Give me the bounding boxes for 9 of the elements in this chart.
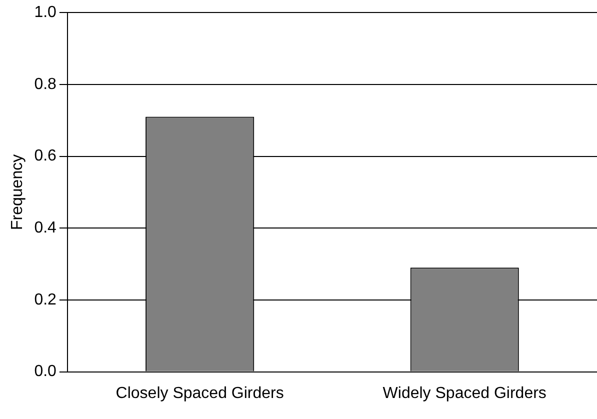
y-tick-label: 0.4	[34, 220, 57, 237]
y-tick-label: 0.2	[34, 291, 57, 308]
y-tick-label: 0.0	[34, 363, 57, 380]
x-tick-label: Closely Spaced Girders	[116, 384, 284, 402]
y-tick-label: 0.6	[34, 148, 57, 165]
y-axis-title: Frequency	[9, 154, 26, 230]
y-tick-label: 0.8	[34, 76, 57, 93]
y-tick-label: 1.0	[34, 4, 57, 22]
x-tick-label: Widely Spaced Girders	[382, 384, 546, 402]
